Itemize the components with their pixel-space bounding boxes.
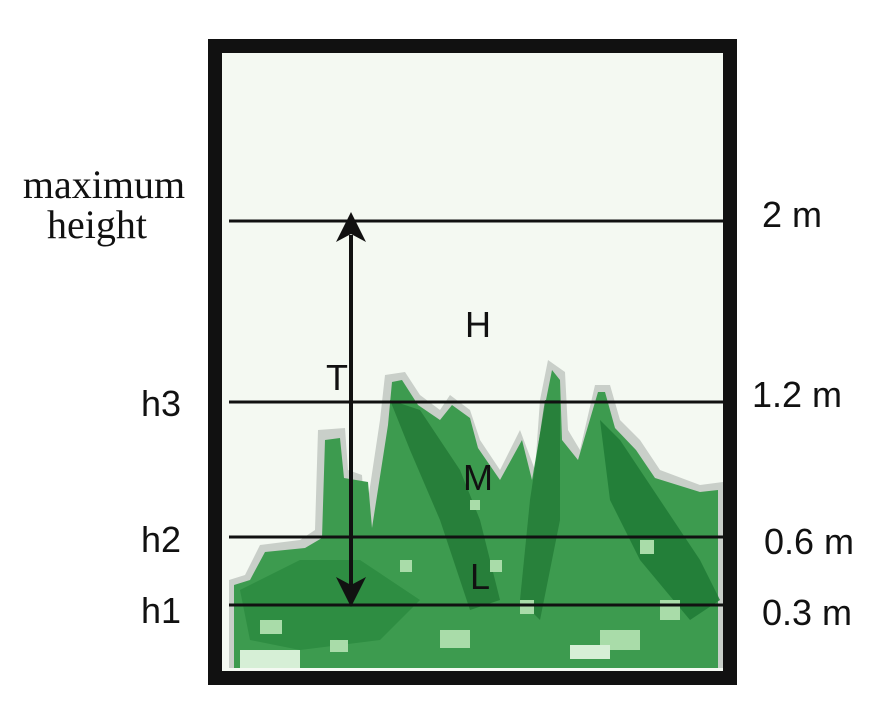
zone-low-label: L [470,556,491,597]
height-2m-label: 2 m [762,194,823,235]
h3-label: h3 [141,383,182,424]
maximum-height-line2: height [47,202,147,247]
zone-high-label: H [465,304,491,345]
total-label: T [326,357,348,398]
h1-label: h1 [141,590,182,631]
arrow-head-up [336,212,366,242]
maximum-height-line1: maximum [22,162,186,207]
arrow-head-down [336,577,366,607]
height-1-2m-label: 1.2 m [752,374,843,415]
maximum-height-label: maximum height [8,165,200,245]
height-0-3m-label: 0.3 m [762,592,853,633]
height-0-6m-label: 0.6 m [764,521,855,562]
h2-label: h2 [141,519,182,560]
zone-medium-label: M [463,457,493,498]
